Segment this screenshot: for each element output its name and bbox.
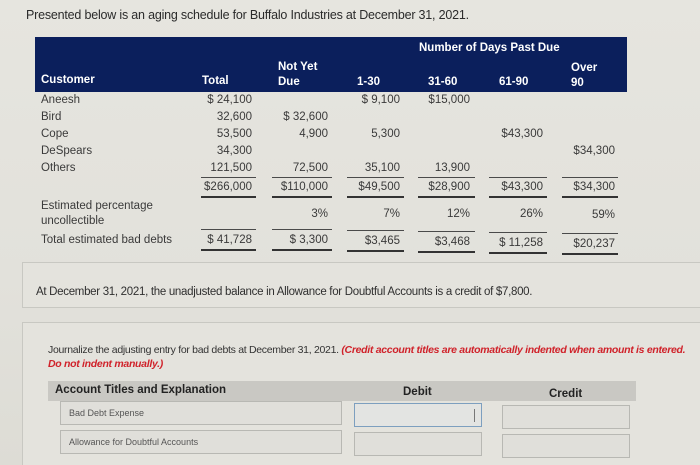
total-not-yet-due: $110,000 [280,181,328,193]
cell-total: 32,600 [216,111,252,123]
bad-debts-total: $ 41,728 [207,234,252,246]
cell-total: 34,300 [216,145,252,157]
bad-debts-label: Total estimated bad debts [41,234,173,246]
intro-text: Presented below is an aging schedule for… [26,8,469,22]
cell-1-30: 35,100 [364,162,400,174]
bad-debts-31-60: $3,468 [434,236,470,248]
rule [201,249,256,251]
journal-header-credit: Credit [549,388,583,400]
col-header-customer: Customer [41,74,95,86]
table-header-band [35,37,627,92]
account-title-input[interactable]: Bad Debt Expense [60,401,342,425]
total-1-30: $49,500 [358,181,400,193]
debit-input[interactable] [354,432,482,456]
customer-name: Others [41,162,76,174]
col-header-not-yet-due-1: Not Yet [278,61,318,73]
total-total: $266,000 [204,181,252,193]
rule [347,177,404,178]
cell-not-yet-due: 72,500 [292,162,328,174]
rule [201,229,256,230]
instruction-text: Journalize the adjusting entry for bad d… [48,344,342,356]
rule [272,177,332,178]
col-header-over-90-2: 90 [571,77,584,89]
bad-debts-1-30: $3,465 [364,235,400,247]
cell-1-30: 5,300 [371,128,400,140]
col-header-61-90: 61-90 [499,76,529,88]
pct-31-60: 12% [446,208,470,220]
cell-total: 53,500 [216,128,252,140]
customer-name: Aneesh [41,94,81,106]
group-header: Number of Days Past Due [419,42,560,54]
customer-name: Cope [41,128,69,140]
balance-note: At December 31, 2021, the unadjusted bal… [36,286,533,298]
rule [272,229,332,230]
rule [489,252,547,254]
debit-input[interactable] [354,403,482,427]
rule [562,196,618,198]
cell-total: $ 24,100 [207,94,252,106]
col-header-1-30: 1-30 [357,76,381,88]
rule [562,177,618,178]
cell-61-90: $43,300 [501,128,543,140]
pct-1-30: 7% [383,208,400,220]
customer-name: Bird [41,111,62,123]
instruction-note: (Credit account titles are automatically… [48,344,686,370]
rule [347,196,404,198]
rule [418,231,475,232]
cell-31-60: 13,900 [434,162,470,174]
credit-input[interactable] [502,434,630,458]
rule [489,232,547,233]
pct-label-2: uncollectible [41,215,105,227]
journal-header-debit: Debit [403,386,432,398]
balance-note-panel [22,262,700,308]
rule [562,253,618,255]
pct-61-90: 26% [519,208,543,220]
rule [347,250,404,252]
total-61-90: $43,300 [501,181,543,193]
rule [201,177,256,178]
pct-not-yet-due: 3% [311,208,328,220]
rule [562,233,618,234]
cell-1-30: $ 9,100 [361,94,400,106]
total-over-90: $34,300 [573,181,615,193]
rule [272,249,332,251]
rule [418,196,475,198]
bad-debts-not-yet-due: $ 3,300 [289,234,328,246]
customer-name: DeSpears [41,145,93,157]
col-header-over-90-1: Over [571,62,598,74]
rule [418,251,475,253]
col-header-total: Total [202,75,229,87]
journal-header-account: Account Titles and Explanation [55,384,227,396]
journal-header [48,381,636,401]
col-header-not-yet-due-2: Due [278,76,300,88]
bad-debts-61-90: $ 11,258 [499,237,543,249]
cell-over-90: $34,300 [573,145,615,157]
credit-input[interactable] [502,405,630,429]
cell-total: 121,500 [210,162,252,174]
pct-over-90: 59% [591,209,615,221]
rule [272,196,332,198]
total-31-60: $28,900 [428,181,470,193]
rule [201,196,256,198]
pct-label-1: Estimated percentage [41,200,153,212]
account-title-input[interactable]: Allowance for Doubtful Accounts [60,430,342,454]
cell-not-yet-due: $ 32,600 [283,111,328,123]
text-caret [474,409,475,422]
rule [489,177,547,178]
rule [418,177,475,178]
instruction: Journalize the adjusting entry for bad d… [48,343,688,371]
cell-not-yet-due: 4,900 [299,128,328,140]
rule [347,230,404,231]
cell-31-60: $15,000 [428,94,470,106]
bad-debts-over-90: $20,237 [573,238,615,250]
rule [489,196,547,198]
col-header-31-60: 31-60 [428,76,458,88]
